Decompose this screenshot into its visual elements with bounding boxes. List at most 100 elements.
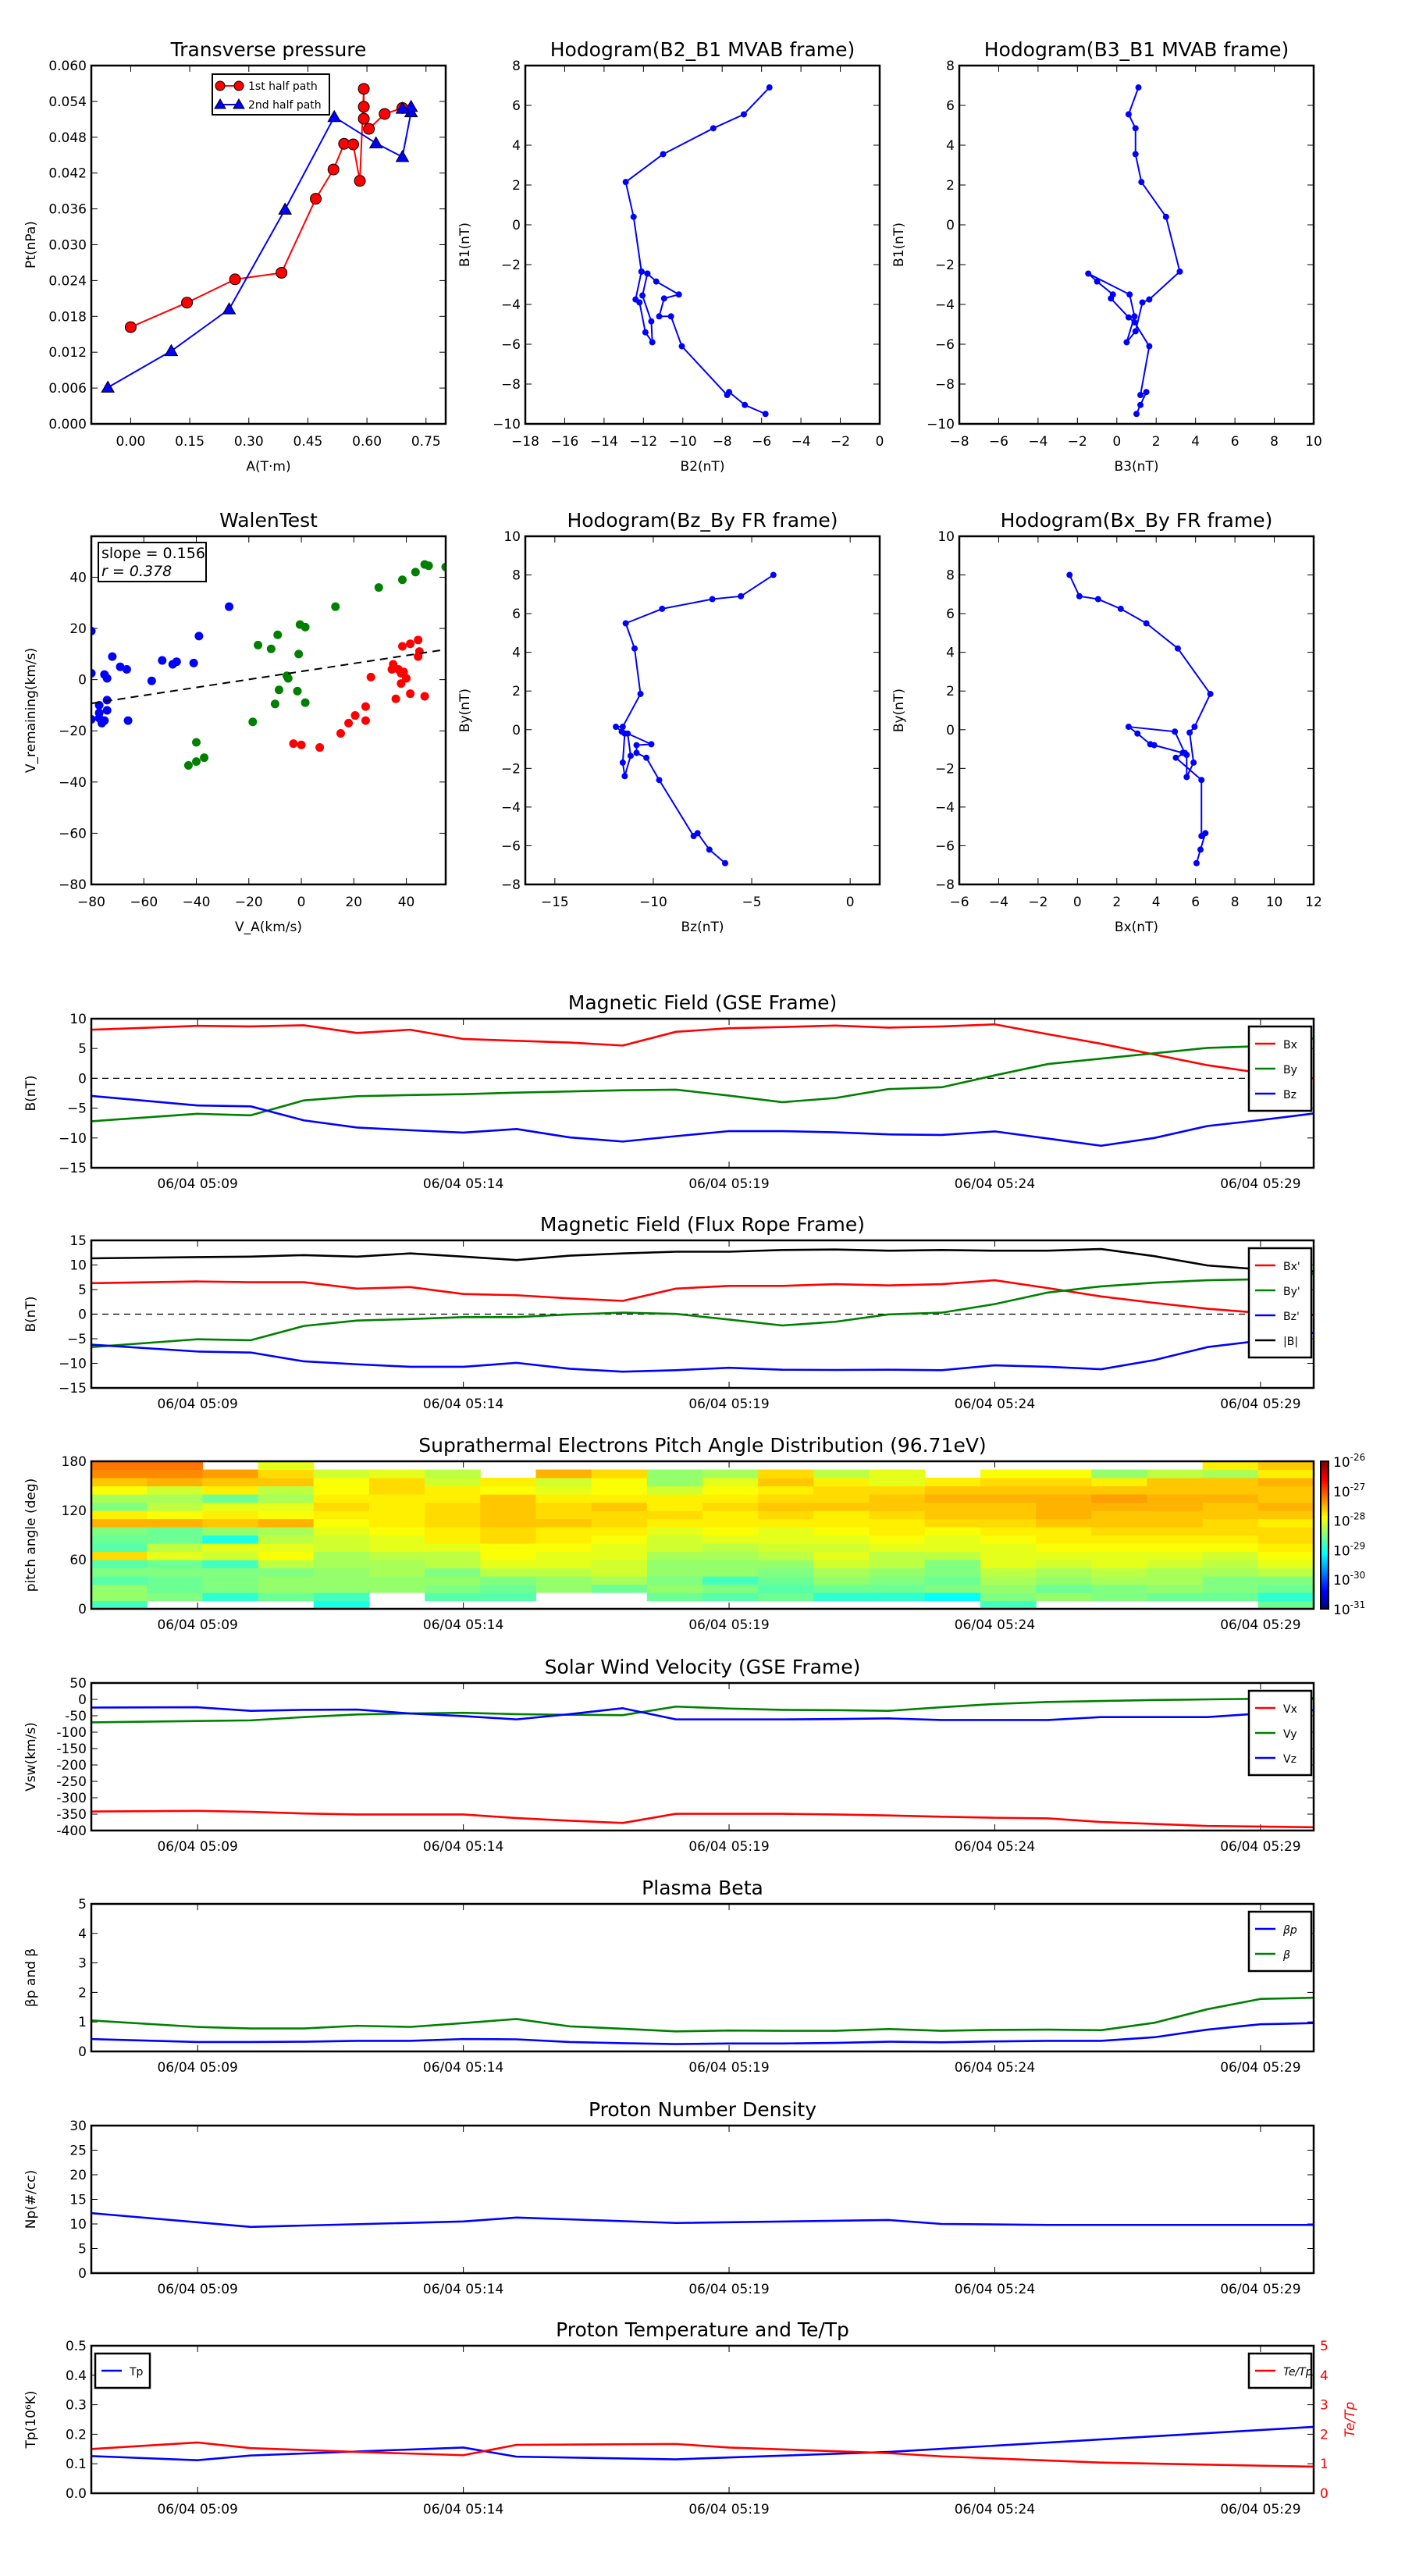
heatmap-cell [1091, 1592, 1148, 1602]
y-tick-label: −2 [501, 258, 521, 273]
heatmap-cell [980, 1567, 1037, 1577]
heatmap-cell [147, 1551, 203, 1560]
scatter-point [270, 699, 279, 709]
heatmap-cell [147, 1527, 203, 1536]
data-point [1147, 741, 1154, 748]
heatmap-cell [202, 1518, 259, 1528]
data-point [101, 380, 116, 393]
y-axis-label: Np(#/cc) [23, 2170, 39, 2229]
colorbar-segment [1321, 1539, 1329, 1543]
heatmap-cell [147, 1543, 203, 1553]
heatmap-cell [480, 1485, 537, 1495]
scatter-point [331, 602, 340, 611]
scatter-point [189, 658, 198, 667]
heatmap-cell [91, 1502, 148, 1511]
heatmap-cell [813, 1592, 870, 1602]
data-point [762, 411, 769, 418]
data-point [1172, 754, 1179, 761]
heatmap-cell [924, 1584, 981, 1593]
heatmap-cell [313, 1560, 370, 1569]
heatmap-cell [313, 1518, 370, 1528]
heatmap-cell [202, 1502, 259, 1511]
heatmap-cell [646, 1592, 703, 1602]
scatter-point [108, 652, 117, 661]
heatmap-cell [480, 1592, 537, 1602]
colorbar-segment [1321, 1473, 1329, 1477]
series-line-tetp [91, 2441, 1314, 2468]
heatmap-cell [425, 1576, 481, 1585]
heatmap-cell [202, 1543, 259, 1553]
colorbar-tick-label: 10-27 [1333, 1482, 1365, 1500]
y-tick-label: −2 [935, 258, 955, 273]
y-tick-label: −4 [935, 800, 955, 816]
heatmap-cell [1257, 1494, 1314, 1503]
plot-frame [90, 1460, 1315, 1610]
chart-fr: Magnetic Field (Flux Rope Frame) 06/04 05… [23, 1213, 1315, 1412]
y-tick-label: 0.4 [66, 2368, 87, 2384]
heatmap-cell [258, 1584, 315, 1593]
x-tick-label: −14 [590, 434, 618, 450]
x-tick-label: −4 [791, 434, 811, 450]
heatmap-cell [924, 1502, 981, 1511]
heatmap-cell [1257, 1584, 1314, 1593]
legend-label: Bz [1283, 1089, 1297, 1101]
x-tick-label: −5 [742, 895, 762, 910]
heatmap-cell [147, 1535, 203, 1544]
colorbar-segment [1321, 1582, 1329, 1585]
colorbar-segment [1321, 1545, 1329, 1548]
heatmap-cell [591, 1535, 648, 1544]
fit-line [91, 649, 446, 705]
heatmap-cell [425, 1551, 481, 1560]
legend-label: Bx' [1283, 1261, 1300, 1273]
heatmap-cell [147, 1469, 203, 1478]
heatmap-cell [202, 1469, 259, 1478]
x-tick-label: −6 [989, 434, 1008, 450]
heatmap-cell [258, 1494, 315, 1503]
data-point [642, 329, 649, 336]
y-tick-label: −10 [493, 417, 521, 432]
x-tick-label: −6 [752, 434, 771, 450]
heatmap-cell [1202, 1502, 1259, 1511]
heatmap-cell [702, 1502, 759, 1511]
heatmap-cell [1036, 1518, 1092, 1528]
scatter-point [116, 662, 125, 671]
heatmap-cell [1147, 1494, 1204, 1503]
heatmap-cell [91, 1600, 148, 1609]
x-tick-label: 06/04 05:09 [157, 1176, 237, 1192]
y-right-tick-label: 4 [1320, 2368, 1329, 2384]
scatter-point [301, 698, 310, 707]
heatmap-cell [646, 1478, 703, 1487]
y-tick-label: 5 [78, 1041, 87, 1057]
data-point [1193, 859, 1200, 866]
x-tick-label: 06/04 05:14 [423, 2282, 503, 2297]
heatmap-cell [1147, 1551, 1204, 1560]
y-tick-label: 0 [946, 723, 955, 738]
heatmap-cell [980, 1527, 1037, 1536]
y-tick-label: 4 [512, 646, 521, 661]
heatmap-cell [1202, 1518, 1259, 1528]
heatmap-cell [924, 1551, 981, 1560]
scatter-point [289, 739, 298, 749]
heatmap-cell [702, 1485, 759, 1495]
plot-frame [90, 64, 447, 425]
heatmap-cell [480, 1535, 537, 1544]
colorbar-segment [1321, 1466, 1329, 1469]
scatter-point [123, 716, 133, 725]
heatmap-cell [535, 1535, 592, 1544]
x-tick-label: 06/04 05:19 [688, 1839, 769, 1855]
heatmap-cell [202, 1527, 259, 1536]
data-point [1202, 830, 1209, 837]
legend-marker [233, 98, 245, 109]
x-tick-label: 06/04 05:24 [955, 1617, 1035, 1633]
data-point [1174, 645, 1181, 652]
heatmap-cell [869, 1518, 926, 1528]
data-point [1146, 343, 1153, 350]
data-point [363, 123, 375, 135]
heatmap-cell [425, 1478, 481, 1487]
y-axis-label: Vsw(km/s) [23, 1722, 39, 1791]
heatmap-cell [147, 1576, 203, 1585]
y-right-tick-label: 0 [1320, 2486, 1329, 2502]
data-point [181, 297, 194, 309]
colorbar-segment [1321, 1557, 1329, 1560]
y-tick-label: −15 [59, 1381, 87, 1397]
